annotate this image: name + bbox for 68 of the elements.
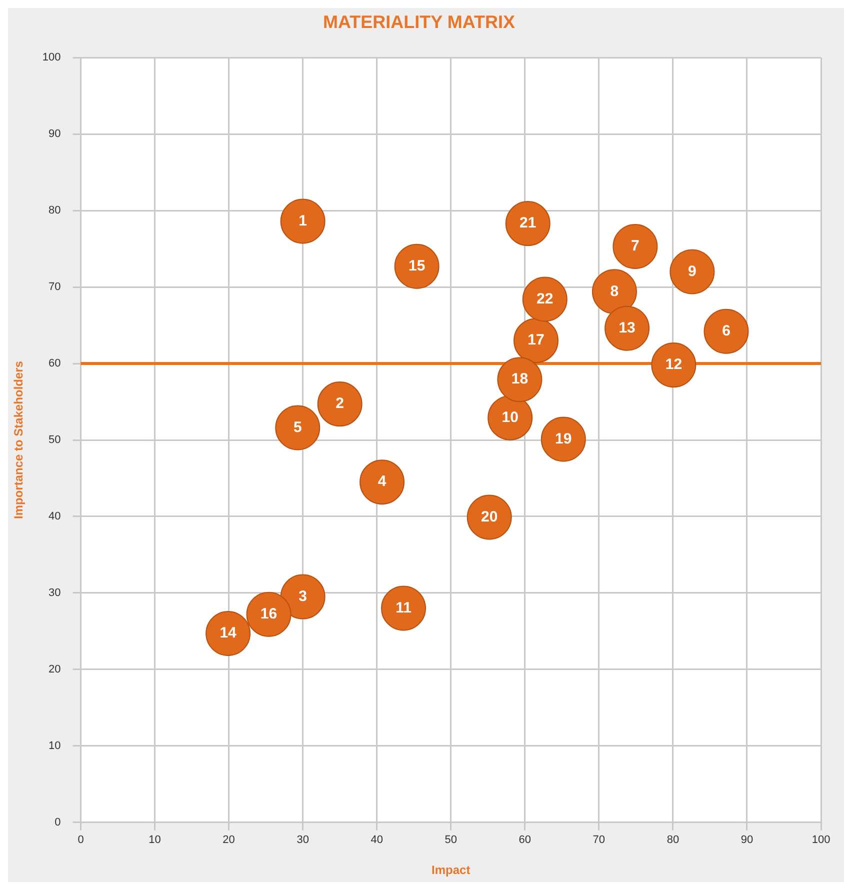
x-tick-label: 90 xyxy=(740,834,754,846)
point xyxy=(604,306,650,351)
point xyxy=(394,244,440,289)
point xyxy=(505,201,550,246)
annotation: 16 xyxy=(260,606,278,623)
point xyxy=(612,224,658,270)
y-tick-label: 30 xyxy=(48,586,61,599)
annotation: 3 xyxy=(298,588,307,605)
point xyxy=(592,269,637,314)
point xyxy=(360,460,405,505)
point xyxy=(651,342,696,388)
annotation: 19 xyxy=(555,430,572,448)
annotation: 4 xyxy=(378,473,387,490)
annotation: 21 xyxy=(520,214,536,232)
y-tick-label: 10 xyxy=(48,740,61,752)
y-tick-label: 80 xyxy=(48,204,61,217)
point xyxy=(522,276,568,322)
y-tick-label: 70 xyxy=(48,281,61,294)
point xyxy=(275,405,320,450)
x-tick-label: 80 xyxy=(666,834,680,846)
point xyxy=(670,249,715,294)
x-tick-label: 70 xyxy=(592,834,606,846)
annotation: 22 xyxy=(536,290,554,308)
annotation: 18 xyxy=(511,370,528,388)
annotation: 9 xyxy=(688,262,696,280)
chart-title: MATERIALITY MATRIX xyxy=(323,12,515,32)
x-tick-label: 100 xyxy=(812,834,830,846)
annotation: 20 xyxy=(481,508,498,526)
point xyxy=(514,318,559,364)
x-tick-label: 0 xyxy=(78,834,84,846)
point xyxy=(206,610,251,656)
x-tick-label: 30 xyxy=(296,834,309,846)
point xyxy=(466,494,512,540)
point xyxy=(540,416,586,462)
y-tick-label: 90 xyxy=(48,128,61,140)
y-tick-label: 0 xyxy=(54,816,61,828)
y-tick-label: 60 xyxy=(48,358,61,370)
x-axis-title: Impact xyxy=(432,863,470,878)
annotation: 5 xyxy=(293,418,302,436)
point xyxy=(317,382,362,427)
point xyxy=(246,592,292,637)
x-tick-label: 50 xyxy=(444,834,457,846)
y-tick-label: 50 xyxy=(48,434,61,446)
annotation: 8 xyxy=(610,282,619,300)
annotation: 1 xyxy=(298,212,307,230)
annotation: 10 xyxy=(502,408,518,426)
point xyxy=(704,308,749,354)
x-tick-label: 40 xyxy=(370,834,383,846)
annotation: 17 xyxy=(528,332,544,349)
y-axis-title: Importance to Stakeholders xyxy=(12,360,26,520)
annotation: 15 xyxy=(408,258,426,275)
x-tick-label: 10 xyxy=(148,834,161,846)
y-tick-label: 20 xyxy=(48,663,61,676)
annotation: 7 xyxy=(631,238,640,255)
annotation: 13 xyxy=(618,319,636,336)
annotation: 14 xyxy=(220,624,238,642)
annotation: 2 xyxy=(336,395,344,412)
x-tick-label: 20 xyxy=(222,834,235,846)
point xyxy=(497,357,542,402)
x-tick-label: 60 xyxy=(518,834,532,846)
point xyxy=(280,198,326,244)
annotation: 11 xyxy=(396,599,412,616)
y-tick-label: 100 xyxy=(42,52,61,64)
point xyxy=(381,586,426,631)
annotation: 12 xyxy=(665,356,682,374)
point xyxy=(280,574,326,620)
annotation: 6 xyxy=(722,322,730,340)
y-tick-label: 40 xyxy=(48,510,61,523)
